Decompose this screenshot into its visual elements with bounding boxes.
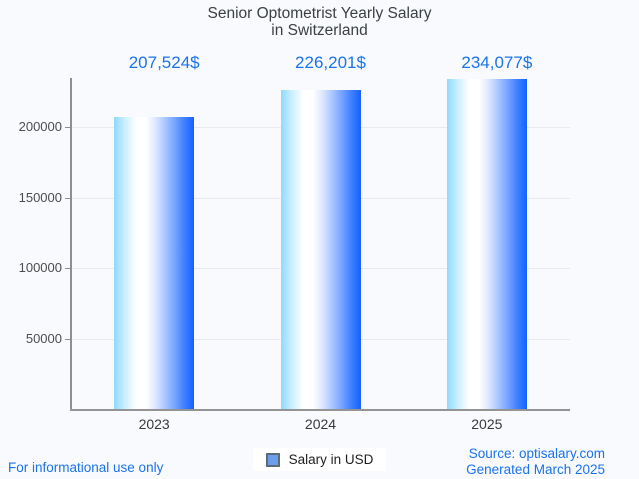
x-tick-label: 2025 <box>471 416 503 432</box>
bar-2023[interactable] <box>114 116 195 409</box>
y-axis-tick <box>65 268 71 270</box>
bar-value-label: 207,524$ <box>128 53 200 72</box>
source-text: Source: optisalary.com <box>468 446 605 461</box>
x-axis-line <box>70 409 570 411</box>
chart-title: Senior Optometrist Yearly Salary in Swit… <box>0 5 639 39</box>
bar-value-label: 226,201$ <box>295 53 366 72</box>
bar-2024[interactable] <box>280 90 361 409</box>
y-tick-label: 150000 <box>18 189 62 205</box>
y-axis-tick <box>65 127 71 129</box>
y-axis-tick <box>65 197 71 199</box>
bar-2025[interactable] <box>446 79 527 409</box>
disclaimer-text: For informational use only <box>8 460 164 475</box>
bar-value-label: 234,077$ <box>461 53 533 72</box>
legend-chip: Salary in USD <box>252 448 387 471</box>
y-tick-label: 100000 <box>18 260 62 276</box>
legend-marker-icon <box>265 452 280 467</box>
generated-text: Generated March 2025 <box>466 461 605 477</box>
legend: Salary in USD <box>0 448 639 471</box>
y-axis-tick <box>65 338 71 340</box>
chart-title-line2: in Switzerland <box>271 22 368 39</box>
y-tick-label: 50000 <box>25 330 62 346</box>
y-axis-line <box>70 78 72 411</box>
y-tick-label: 200000 <box>18 119 62 135</box>
footer-source-block: Source: optisalary.com Generated March 2… <box>466 446 605 477</box>
x-tick-label: 2023 <box>138 416 170 432</box>
x-tick-label: 2024 <box>304 416 337 432</box>
legend-label: Salary in USD <box>288 452 374 467</box>
chart-title-line1: Senior Optometrist Yearly Salary <box>207 5 432 22</box>
